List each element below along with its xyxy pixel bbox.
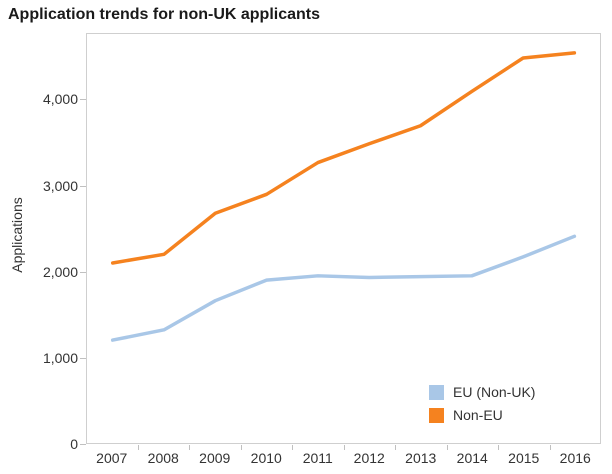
y-tick-label: 0 <box>70 436 78 452</box>
y-tick-mark <box>80 357 86 359</box>
y-tick-mark <box>80 444 86 445</box>
y-tick-mark <box>80 185 86 187</box>
x-tick-label: 2011 <box>302 450 333 466</box>
x-tick-mark <box>189 445 190 450</box>
x-tick-label: 2010 <box>250 450 282 466</box>
chart-title: Application trends for non-UK applicants <box>8 6 321 23</box>
x-tick-mark <box>446 445 448 450</box>
y-tick-label: 1,000 <box>42 349 78 366</box>
x-tick-label: 2007 <box>96 450 128 466</box>
y-tick-mark <box>80 271 86 273</box>
x-tick-mark <box>549 445 551 450</box>
x-tick-label: 2008 <box>147 450 179 466</box>
x-tick-label: 2015 <box>508 450 540 466</box>
x-tick-label: 2012 <box>353 450 385 466</box>
plot-area <box>86 33 601 444</box>
x-tick-label: 2013 <box>405 450 437 466</box>
y-tick-mark <box>80 99 86 101</box>
x-tick-mark <box>292 445 293 450</box>
series-line-1 <box>110 51 577 265</box>
x-tick-mark <box>395 445 396 450</box>
y-axis-title: Applications <box>9 197 25 273</box>
legend: EU (Non-UK) Non-EU <box>429 384 535 430</box>
line-chart-svg <box>110 51 577 342</box>
x-tick-mark <box>498 445 499 450</box>
x-tick-label: 2016 <box>559 450 591 466</box>
legend-swatch-icon <box>429 384 444 400</box>
legend-item: EU (Non-UK) <box>429 384 535 400</box>
legend-item: Non-EU <box>429 407 535 423</box>
x-tick-mark <box>343 445 345 450</box>
x-tick-label: 2009 <box>199 450 231 466</box>
x-tick-label: 2014 <box>456 450 488 466</box>
legend-label: EU (Non-UK) <box>453 384 536 400</box>
legend-label: Non-EU <box>453 407 503 423</box>
x-tick-mark <box>137 445 139 450</box>
series-line-0 <box>110 234 577 342</box>
x-tick-mark <box>240 445 242 450</box>
y-tick-label: 2,000 <box>42 263 78 280</box>
y-tick-label: 3,000 <box>42 177 78 194</box>
y-tick-label: 4,000 <box>42 91 78 108</box>
legend-swatch-icon <box>429 407 444 423</box>
